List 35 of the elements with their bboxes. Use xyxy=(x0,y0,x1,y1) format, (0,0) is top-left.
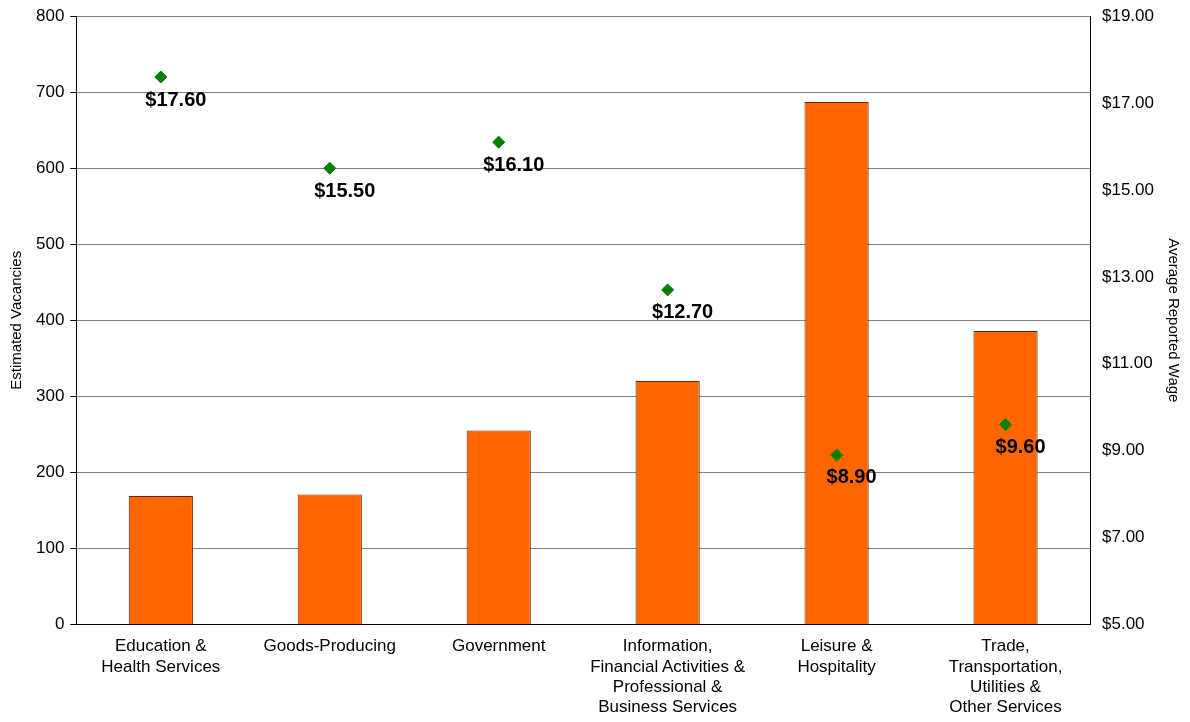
y2-tick-label: $13.00 xyxy=(1102,266,1154,286)
y2-tick-label: $11.00 xyxy=(1102,353,1153,373)
y-tick-label: 300 xyxy=(35,386,65,406)
y-tick-label: 100 xyxy=(35,538,65,558)
x-tick-label: Trade, Transportation, Utilities & Other Services xyxy=(948,636,1063,717)
x-tick-label: Information, Financial Activities & Professional & Business Services xyxy=(590,636,746,717)
point xyxy=(830,448,844,462)
data-label: $17.60 xyxy=(145,87,207,110)
x-tick-label: Government xyxy=(451,636,546,656)
y2-tick-label: $7.00 xyxy=(1102,527,1145,547)
y2-tick-label: $19.00 xyxy=(1102,5,1154,25)
y-axis-title: Estimated Vacancies xyxy=(7,250,25,390)
y-tick-label: 0 xyxy=(54,614,65,634)
point xyxy=(661,283,675,297)
point xyxy=(154,70,168,84)
x-tick-label: Goods-Producing xyxy=(263,636,396,656)
y2-tick-label: $15.00 xyxy=(1102,179,1154,199)
y-tick-label: 200 xyxy=(35,462,65,482)
y-tick-label: 800 xyxy=(35,5,65,25)
data-label: $16.10 xyxy=(483,152,545,175)
y2-tick-label: $9.00 xyxy=(1102,440,1145,460)
y2-tick-label: $5.00 xyxy=(1102,614,1145,634)
y-tick-label: 600 xyxy=(35,157,65,177)
data-label: $15.50 xyxy=(314,178,376,201)
y-tick-label: 500 xyxy=(35,233,65,253)
x-tick-label: Education & Health Services xyxy=(101,636,221,676)
point xyxy=(492,135,506,149)
data-label: $12.70 xyxy=(652,300,714,323)
y-tick-label: 700 xyxy=(35,81,65,101)
y-tick-label: 400 xyxy=(35,309,65,329)
x-tick-label: Leisure & Hospitality xyxy=(797,636,877,676)
point xyxy=(323,161,337,175)
y2-tick-label: $17.00 xyxy=(1102,92,1154,112)
point xyxy=(999,418,1013,432)
y2-axis-title: Average Reported Wage xyxy=(1165,238,1183,403)
